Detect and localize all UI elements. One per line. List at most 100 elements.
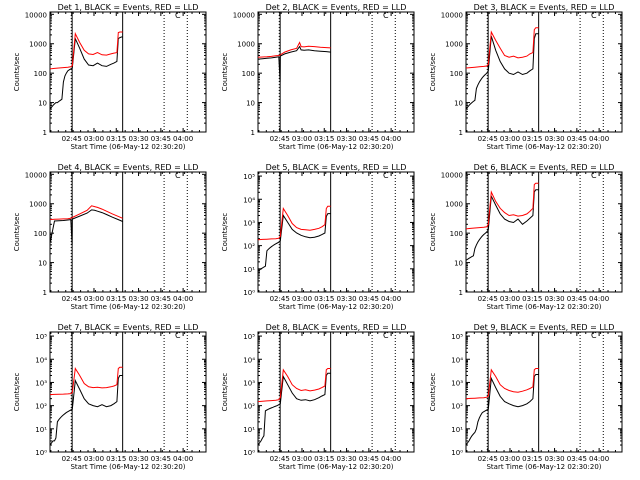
y-tick-label: 100 [450, 70, 463, 78]
marker-label: C [175, 331, 181, 340]
x-tick-label: 03:15 [106, 135, 126, 143]
y-tick-label: 10000 [441, 171, 463, 179]
panel-title: Det 9, BLACK = Events, RED = LLD [474, 323, 615, 332]
x-tick-label: 02:45 [478, 295, 498, 303]
x-axis-label: Start Time (06-May-12 02:30:20) [486, 303, 601, 311]
y-tick-label: 1 [459, 289, 463, 297]
x-axis-label: Start Time (06-May-12 02:30:20) [278, 463, 393, 471]
series-line-events [258, 213, 331, 272]
y-tick-label: 10⁴ [243, 356, 255, 364]
y-tick-label: 1000 [29, 41, 47, 49]
panel-title: Det 4, BLACK = Events, RED = LLD [58, 163, 199, 172]
x-axis-label: Start Time (06-May-12 02:30:20) [70, 463, 185, 471]
x-tick-label: 03:30 [128, 295, 148, 303]
x-tick-label: 03:15 [314, 295, 334, 303]
y-axis-label: Counts/sec [429, 213, 437, 252]
x-axis-label: Start Time (06-May-12 02:30:20) [278, 143, 393, 151]
x-tick-label: 03:45 [567, 135, 587, 143]
x-tick-label: 04:00 [173, 295, 193, 303]
y-tick-label: 10000 [25, 171, 47, 179]
x-tick-label: 02:45 [62, 455, 82, 463]
x-tick-label: 04:00 [589, 455, 609, 463]
x-tick-label: 03:15 [522, 135, 542, 143]
y-axis-label: Counts/sec [429, 373, 437, 412]
y-tick-label: 1 [459, 129, 463, 137]
y-tick-label: 1000 [445, 41, 463, 49]
x-tick-label: 03:30 [544, 455, 564, 463]
x-tick-label: 04:00 [381, 135, 401, 143]
y-axis-label: Counts/sec [221, 213, 229, 252]
marker-label: C [591, 11, 597, 20]
series-line-events [50, 209, 123, 245]
y-tick-label: 10⁵ [243, 173, 255, 181]
y-tick-label: 10³ [243, 379, 255, 387]
y-tick-label: 10² [451, 403, 463, 411]
y-tick-label: 1 [43, 289, 47, 297]
x-tick-label: 03:30 [544, 135, 564, 143]
y-tick-label: 10³ [35, 379, 47, 387]
x-tick-label: 03:00 [292, 295, 312, 303]
y-tick-label: 10⁵ [243, 333, 255, 341]
x-tick-label: 03:00 [292, 455, 312, 463]
y-tick-label: 100 [34, 70, 47, 78]
panel-det-1: Det 1, BLACK = Events, RED = LLD 1 10 100 10… [13, 3, 207, 151]
series-group [50, 205, 123, 245]
y-tick-label: 10⁰ [451, 449, 463, 457]
x-tick-label: 04:00 [589, 135, 609, 143]
x-tick-label: 03:30 [544, 295, 564, 303]
series-group [466, 182, 539, 261]
x-tick-label: 03:15 [106, 455, 126, 463]
x-axis-label: Start Time (06-May-12 02:30:20) [70, 143, 185, 151]
panel-title: Det 3, BLACK = Events, RED = LLD [474, 3, 615, 12]
panel-title: Det 8, BLACK = Events, RED = LLD [266, 323, 407, 332]
y-tick-label: 10000 [233, 11, 255, 19]
y-tick-label: 10 [246, 100, 255, 108]
series-group [50, 31, 123, 110]
x-tick-label: 02:45 [270, 295, 290, 303]
y-tick-label: 10¹ [451, 426, 463, 434]
y-tick-label: 1000 [237, 41, 255, 49]
series-line-events [466, 374, 539, 446]
x-tick-label: 02:45 [62, 295, 82, 303]
series-line-lld [466, 27, 539, 69]
y-tick-label: 100 [34, 230, 47, 238]
x-tick-label: 04:00 [589, 295, 609, 303]
x-tick-label: 02:45 [478, 455, 498, 463]
x-tick-label: 03:00 [84, 135, 104, 143]
y-tick-label: 10⁵ [451, 333, 463, 341]
y-tick-label: 10 [454, 260, 463, 268]
x-tick-label: 03:15 [314, 455, 334, 463]
x-tick-label: 03:45 [359, 295, 379, 303]
series-line-lld [50, 366, 123, 396]
x-tick-label: 03:15 [314, 135, 334, 143]
x-tick-label: 03:15 [106, 295, 126, 303]
x-tick-label: 03:30 [336, 455, 356, 463]
x-tick-label: 03:45 [151, 135, 171, 143]
y-tick-label: 100 [450, 230, 463, 238]
x-tick-label: 02:45 [270, 135, 290, 143]
panel-title: Det 2, BLACK = Events, RED = LLD [266, 3, 407, 12]
x-tick-label: 04:00 [381, 295, 401, 303]
y-tick-label: 10⁰ [243, 449, 255, 457]
marker-label: C [175, 171, 181, 180]
y-tick-label: 10 [38, 100, 47, 108]
marker-label: C [383, 171, 389, 180]
y-tick-label: 10⁴ [243, 196, 255, 204]
y-tick-label: 10⁰ [35, 449, 47, 457]
series-group [258, 205, 331, 272]
y-tick-label: 10000 [441, 11, 463, 19]
x-tick-label: 03:30 [128, 135, 148, 143]
y-tick-label: 1000 [29, 201, 47, 209]
x-tick-label: 04:00 [173, 455, 193, 463]
plot-frame [49, 11, 207, 133]
x-tick-label: 03:00 [500, 455, 520, 463]
x-axis-label: Start Time (06-May-12 02:30:20) [486, 143, 601, 151]
y-tick-label: 10⁵ [35, 333, 47, 341]
y-tick-label: 10³ [243, 219, 255, 227]
panel-det-5: Det 5, BLACK = Events, RED = LLD 10⁰ 10¹ 10… [221, 163, 415, 311]
series-group [466, 368, 539, 446]
x-tick-label: 03:45 [359, 455, 379, 463]
marker-label: C [383, 331, 389, 340]
x-axis-label: Start Time (06-May-12 02:30:20) [486, 463, 601, 471]
